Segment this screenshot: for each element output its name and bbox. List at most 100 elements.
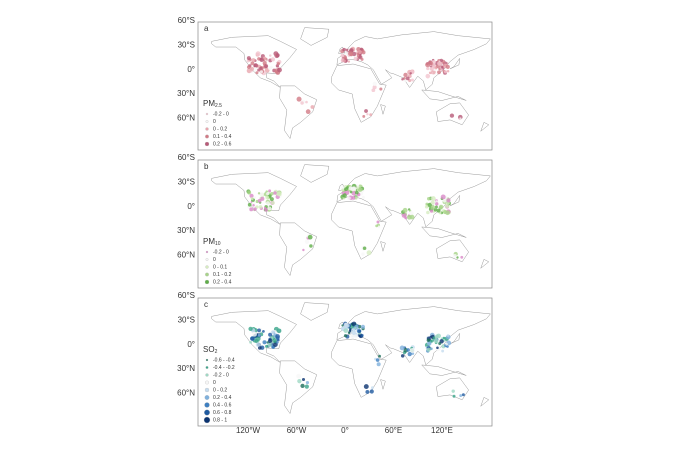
land xyxy=(421,89,467,101)
station-dot xyxy=(425,73,431,79)
legend-title-sub: 10 xyxy=(215,241,221,247)
station-dot xyxy=(257,198,262,203)
station-dot xyxy=(249,207,254,212)
legend-marker xyxy=(205,366,209,369)
land xyxy=(300,27,330,46)
station-dot xyxy=(436,346,439,350)
station-dot xyxy=(407,351,412,357)
station-dot xyxy=(251,331,257,337)
station-dot xyxy=(352,186,357,191)
legend-label: 0 - 0.2 xyxy=(213,387,227,393)
land xyxy=(449,333,460,345)
station-dot xyxy=(255,71,259,75)
station-dot xyxy=(437,70,441,75)
station-dot xyxy=(444,70,448,74)
station-dot xyxy=(433,338,439,344)
station-dot xyxy=(256,336,261,342)
station-dot xyxy=(297,378,302,384)
station-dot xyxy=(252,204,255,207)
land xyxy=(380,241,386,253)
station-dot xyxy=(438,342,442,346)
land xyxy=(279,222,318,277)
station-dot xyxy=(426,210,430,215)
station-dot xyxy=(410,348,415,353)
lat-tick-label: 30°S xyxy=(178,316,195,325)
station-dot xyxy=(248,326,253,332)
station-dot xyxy=(376,362,381,367)
land xyxy=(380,104,386,116)
station-dot xyxy=(346,186,349,189)
station-dot xyxy=(433,208,438,212)
station-dot xyxy=(301,377,306,382)
lat-tick-label: 30°S xyxy=(178,178,195,187)
station-dot xyxy=(359,47,364,51)
station-dot xyxy=(255,51,261,57)
station-dot xyxy=(269,54,272,57)
legend-marker xyxy=(204,395,210,400)
station-dot xyxy=(300,101,304,105)
station-dot xyxy=(345,48,349,52)
lat-tick-label: 30°S xyxy=(178,41,195,50)
station-dot xyxy=(257,328,261,333)
station-dot xyxy=(251,201,256,205)
station-dot xyxy=(267,342,272,348)
station-dot xyxy=(430,67,434,71)
station-dot xyxy=(253,196,257,199)
lat-tick-label: 30°N xyxy=(177,226,195,235)
land xyxy=(449,195,460,207)
legend-marker xyxy=(205,272,209,277)
station-dot xyxy=(430,347,433,351)
station-dot xyxy=(427,341,432,346)
legend-marker xyxy=(205,380,209,385)
land xyxy=(436,377,469,401)
station-dot xyxy=(442,199,447,203)
station-dot xyxy=(364,109,368,113)
land xyxy=(279,85,318,140)
legend-marker xyxy=(203,416,211,424)
legend-marker xyxy=(204,409,210,416)
station-dot xyxy=(259,192,264,197)
station-dot xyxy=(456,256,459,259)
station-dot xyxy=(276,191,282,197)
station-dot xyxy=(276,338,280,342)
station-dot xyxy=(264,64,269,69)
station-dot xyxy=(273,191,277,195)
legend-marker xyxy=(204,279,210,285)
station-dot xyxy=(351,330,357,336)
station-dot xyxy=(406,214,412,220)
station-dot xyxy=(361,195,365,199)
station-dot xyxy=(365,389,370,394)
land xyxy=(480,122,490,133)
station-dot xyxy=(436,208,441,213)
station-dot xyxy=(304,239,310,244)
station-dot xyxy=(349,190,353,194)
station-dot xyxy=(362,246,367,251)
legend-marker xyxy=(204,402,210,408)
station-dot xyxy=(275,334,280,339)
panel-frame xyxy=(197,21,493,151)
station-dot xyxy=(250,336,255,341)
station-dot xyxy=(403,72,408,78)
station-dot xyxy=(405,76,410,81)
station-dot xyxy=(427,197,431,201)
station-dot xyxy=(361,252,365,256)
legend-label: 0 - 0.1 xyxy=(213,264,227,270)
station-dot xyxy=(426,66,430,71)
station-dot xyxy=(341,188,344,192)
station-dot xyxy=(349,52,354,57)
land xyxy=(421,364,467,376)
station-dot xyxy=(440,65,444,69)
station-dot xyxy=(276,328,282,334)
station-dot xyxy=(426,338,431,342)
legend-label: 0.1 - 0.2 xyxy=(213,272,232,278)
station-dot xyxy=(408,210,414,216)
station-dot xyxy=(259,57,264,63)
station-dot xyxy=(354,190,359,195)
legend-marker xyxy=(204,141,210,147)
station-dot xyxy=(363,384,369,390)
station-dot xyxy=(300,383,305,388)
land xyxy=(449,58,460,70)
lat-tick-label: 30°N xyxy=(177,364,195,373)
station-dot xyxy=(356,46,361,52)
station-dot xyxy=(302,248,305,252)
